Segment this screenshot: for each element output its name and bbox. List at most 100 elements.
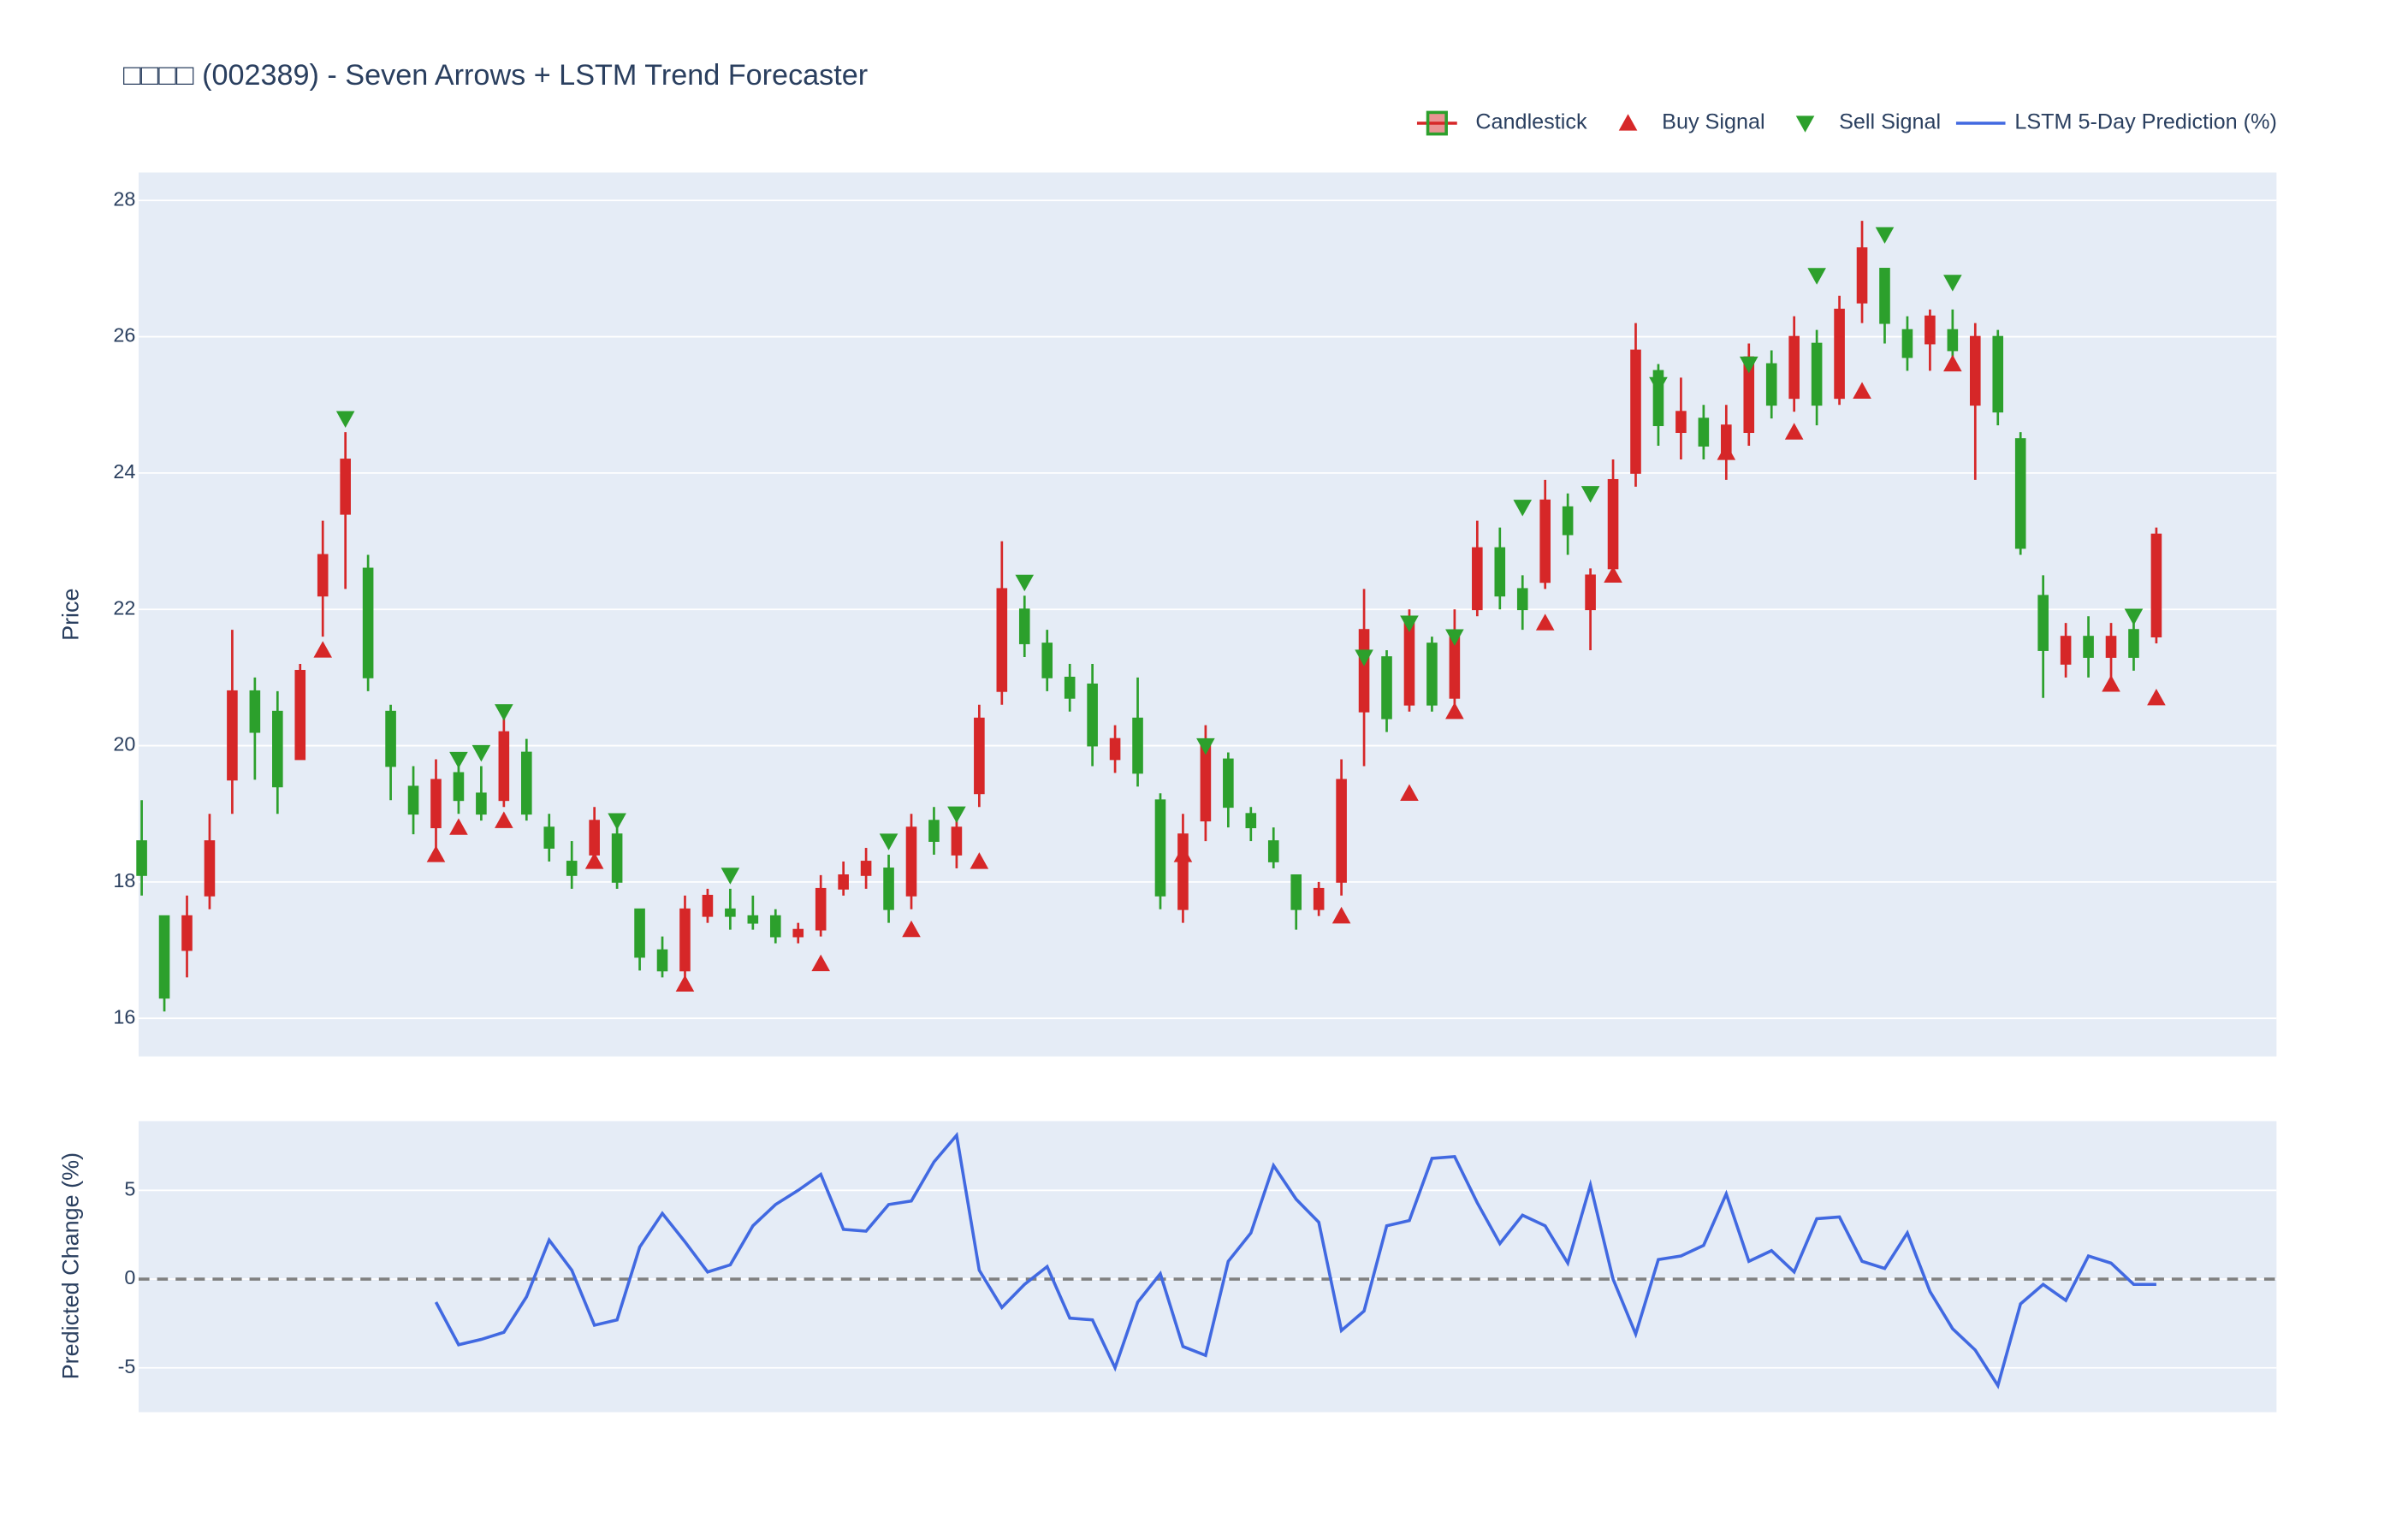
candle-body bbox=[1472, 547, 1483, 611]
signal-marker bbox=[608, 813, 626, 830]
candle-body bbox=[996, 588, 1008, 692]
candle-body bbox=[204, 840, 216, 897]
signal-marker bbox=[1445, 629, 1464, 646]
candle-body bbox=[1765, 363, 1777, 406]
candle-body bbox=[1788, 335, 1800, 400]
y-tick-label: 16 bbox=[113, 1005, 135, 1028]
candle-body bbox=[1585, 574, 1596, 611]
signal-marker bbox=[1717, 443, 1736, 460]
candle-body bbox=[520, 751, 532, 815]
signal-marker bbox=[449, 751, 468, 769]
signal-marker bbox=[2147, 688, 2166, 706]
y-tick-label: 26 bbox=[113, 324, 135, 346]
candle-body bbox=[2060, 636, 2072, 665]
candle-body bbox=[1539, 499, 1551, 583]
signal-marker bbox=[1784, 423, 1804, 440]
signal-marker bbox=[1445, 702, 1464, 720]
y-axis-title: Price bbox=[58, 588, 84, 640]
signal-marker bbox=[2102, 675, 2120, 692]
candle-body bbox=[951, 826, 963, 856]
candle-body bbox=[1132, 717, 1143, 774]
candle-body bbox=[136, 840, 147, 876]
legend-label: Buy Signal bbox=[1662, 110, 1764, 134]
signal-marker bbox=[495, 704, 513, 721]
candle-body bbox=[181, 915, 193, 951]
plot-area-price bbox=[138, 172, 2277, 1057]
candle-body bbox=[1516, 588, 1528, 611]
signal-marker bbox=[584, 852, 604, 869]
candle-body bbox=[272, 710, 283, 788]
candle-body bbox=[589, 820, 600, 856]
candle-body bbox=[1177, 833, 1189, 910]
chart-title: □□□□ (002389) - Seven Arrows + LSTM Tren… bbox=[123, 59, 868, 92]
candle-body bbox=[1901, 329, 1913, 358]
signal-marker bbox=[1173, 845, 1193, 862]
candle-body bbox=[1223, 758, 1234, 808]
candle-body bbox=[340, 459, 351, 515]
candle-body bbox=[2083, 636, 2094, 658]
candle-body bbox=[1698, 418, 1710, 447]
signal-marker bbox=[426, 845, 446, 862]
candle-body bbox=[679, 908, 691, 972]
candle-body bbox=[1856, 247, 1868, 304]
y-tick-label: -5 bbox=[118, 1355, 136, 1377]
candle-body bbox=[1109, 737, 1121, 761]
signal-marker bbox=[1739, 356, 1758, 374]
legend-symbol bbox=[1426, 110, 1448, 136]
signal-marker bbox=[495, 811, 513, 828]
y-tick-label: 28 bbox=[113, 187, 135, 210]
signal-marker bbox=[1196, 737, 1215, 755]
candle-body bbox=[928, 820, 940, 842]
candle-body bbox=[385, 710, 396, 767]
signal-marker bbox=[902, 920, 921, 938]
candle-body bbox=[1925, 315, 1936, 345]
signal-marker bbox=[335, 411, 355, 428]
candle-body bbox=[1154, 799, 1166, 897]
candle-body bbox=[1879, 268, 1890, 324]
y-axis-title: Predicted Change (%) bbox=[58, 1152, 84, 1379]
candle-body bbox=[1358, 629, 1370, 713]
candle-body bbox=[1313, 887, 1325, 910]
signal-marker bbox=[471, 744, 491, 762]
candle-body bbox=[1494, 547, 1506, 597]
signal-marker bbox=[1015, 574, 1035, 592]
candle-body bbox=[883, 868, 894, 910]
candle-body bbox=[1562, 506, 1574, 536]
candle-body bbox=[498, 731, 510, 802]
candle-body bbox=[1336, 779, 1347, 883]
candle-body bbox=[769, 915, 781, 938]
signal-marker bbox=[1535, 613, 1555, 631]
signal-marker bbox=[970, 852, 989, 869]
candle-body bbox=[1970, 335, 1981, 406]
signal-marker bbox=[1400, 784, 1419, 801]
legend-label: Candlestick bbox=[1475, 110, 1587, 134]
candle-body bbox=[2128, 629, 2139, 658]
legend-label: LSTM 5-Day Prediction (%) bbox=[2014, 110, 2277, 134]
signal-marker bbox=[1355, 649, 1373, 666]
candle-body bbox=[407, 785, 419, 815]
candle-body bbox=[905, 826, 917, 897]
candle-body bbox=[294, 670, 306, 761]
candle-body bbox=[860, 861, 872, 876]
signal-marker bbox=[1581, 486, 1600, 503]
candle-body bbox=[1381, 656, 1392, 720]
y-tick-label: 24 bbox=[113, 460, 135, 483]
y-tick-label: 20 bbox=[113, 733, 135, 755]
candle-body bbox=[249, 690, 261, 733]
candle-body bbox=[1834, 308, 1845, 400]
signal-marker bbox=[879, 833, 898, 850]
candle-body bbox=[1290, 874, 1302, 910]
legend-symbol bbox=[1618, 114, 1638, 131]
candle-body bbox=[2014, 438, 2026, 549]
signal-marker bbox=[947, 806, 966, 824]
signal-marker bbox=[1331, 906, 1351, 924]
line-series bbox=[434, 1131, 2156, 1389]
y-tick-label: 18 bbox=[113, 869, 135, 891]
signal-marker bbox=[721, 868, 740, 885]
candle-body bbox=[1426, 643, 1438, 706]
signal-marker bbox=[811, 954, 830, 972]
signal-marker bbox=[1943, 275, 1962, 292]
candle-body bbox=[1018, 608, 1030, 644]
